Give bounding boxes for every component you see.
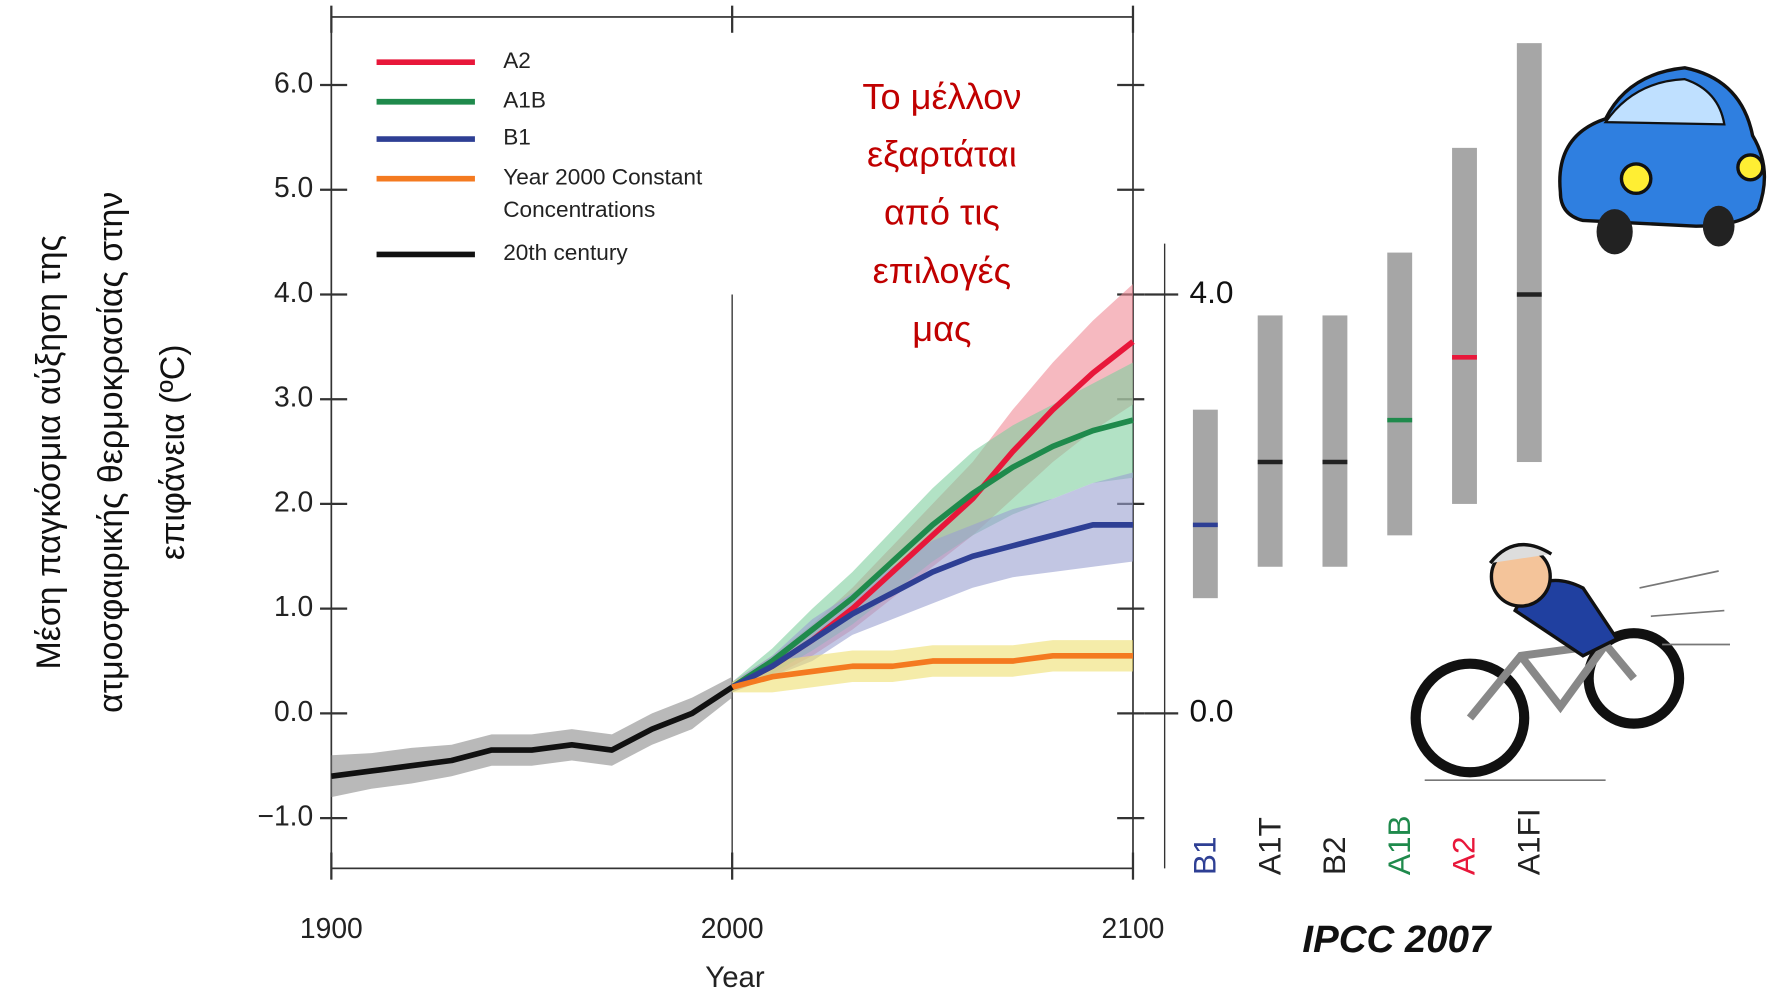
range-bar (1192, 409, 1218, 599)
y-tick-label: −1.0 (257, 800, 313, 832)
y-axis-title: Μέση παγκόσμια αύξηση της ατμοσφαιρικής … (30, 192, 192, 713)
legend-label: A1B (503, 88, 546, 114)
legend-item: 20th century (503, 240, 628, 266)
category-label: A2 (1446, 836, 1482, 875)
category-label: B1 (1187, 836, 1223, 875)
y-title-line: ατμοσφαιρικής θερμοκρασίας στην (92, 192, 130, 713)
legend-item: A1B (503, 88, 546, 114)
uncertainty-band (732, 640, 1133, 693)
annotation-line: μας (912, 308, 971, 349)
source: IPCC 2007 (1302, 918, 1492, 961)
range-bar (1257, 315, 1283, 567)
x-tick-label: 2100 (1102, 912, 1165, 944)
y-tick-label: 4.0 (274, 276, 313, 308)
uncertainty-band (732, 284, 1133, 693)
range-bar (1322, 315, 1348, 567)
series-line (730, 522, 1133, 690)
annotation: Το μέλλον εξαρτάται από τις επιλογές μας (862, 76, 1021, 349)
cyclist-illustration (1410, 542, 1730, 782)
legend-label: 20th century (503, 240, 628, 266)
legend-item: B1 (503, 125, 531, 151)
y-tick-label: 0.0 (1190, 693, 1234, 729)
series-line (330, 684, 734, 780)
range-bar (1516, 43, 1542, 463)
series-line (731, 652, 1133, 690)
legend-item: A2 (503, 48, 531, 74)
y-title-line: Μέση παγκόσμια αύξηση της (30, 235, 68, 669)
car-illustration (1558, 66, 1767, 255)
y-tick-label: 4.0 (1190, 274, 1234, 310)
y-tick-label: 6.0 (274, 66, 313, 98)
x-tick-label: 2000 (701, 912, 764, 944)
legend-item: Year 2000 Constant Concentrations (503, 165, 703, 223)
x-tick-label: 1900 (300, 912, 363, 944)
y-tick-label: 5.0 (274, 171, 313, 203)
series-line (730, 417, 1134, 690)
annotation-line: εξαρτάται (867, 134, 1017, 175)
uncertainty-band (331, 676, 733, 798)
range-bar (1452, 147, 1477, 504)
category-label: A1B (1381, 815, 1417, 875)
category-label: B2 (1316, 836, 1352, 875)
annotation-line: από τις (884, 191, 1000, 232)
annotation-line: επιλογές (873, 250, 1011, 291)
legend-label: B1 (503, 125, 531, 151)
x-axis-title: Year (705, 961, 765, 994)
category-label: A1T (1251, 817, 1287, 875)
annotation-line: Το μέλλον (862, 76, 1021, 117)
range-bar (1387, 252, 1413, 536)
y-tick-label: 0.0 (274, 695, 313, 727)
y-tick-label: 2.0 (274, 485, 313, 517)
y-tick-label: 3.0 (274, 381, 313, 413)
uncertainty-band (732, 472, 1133, 693)
legend-label: Year 2000 Constant Concentrations (503, 165, 703, 223)
y-title-line: επιφάνεια (ºC) (154, 344, 192, 560)
legend-label: A2 (503, 48, 531, 74)
y-tick-label: 1.0 (274, 590, 313, 622)
category-label: A1FI (1510, 808, 1546, 875)
